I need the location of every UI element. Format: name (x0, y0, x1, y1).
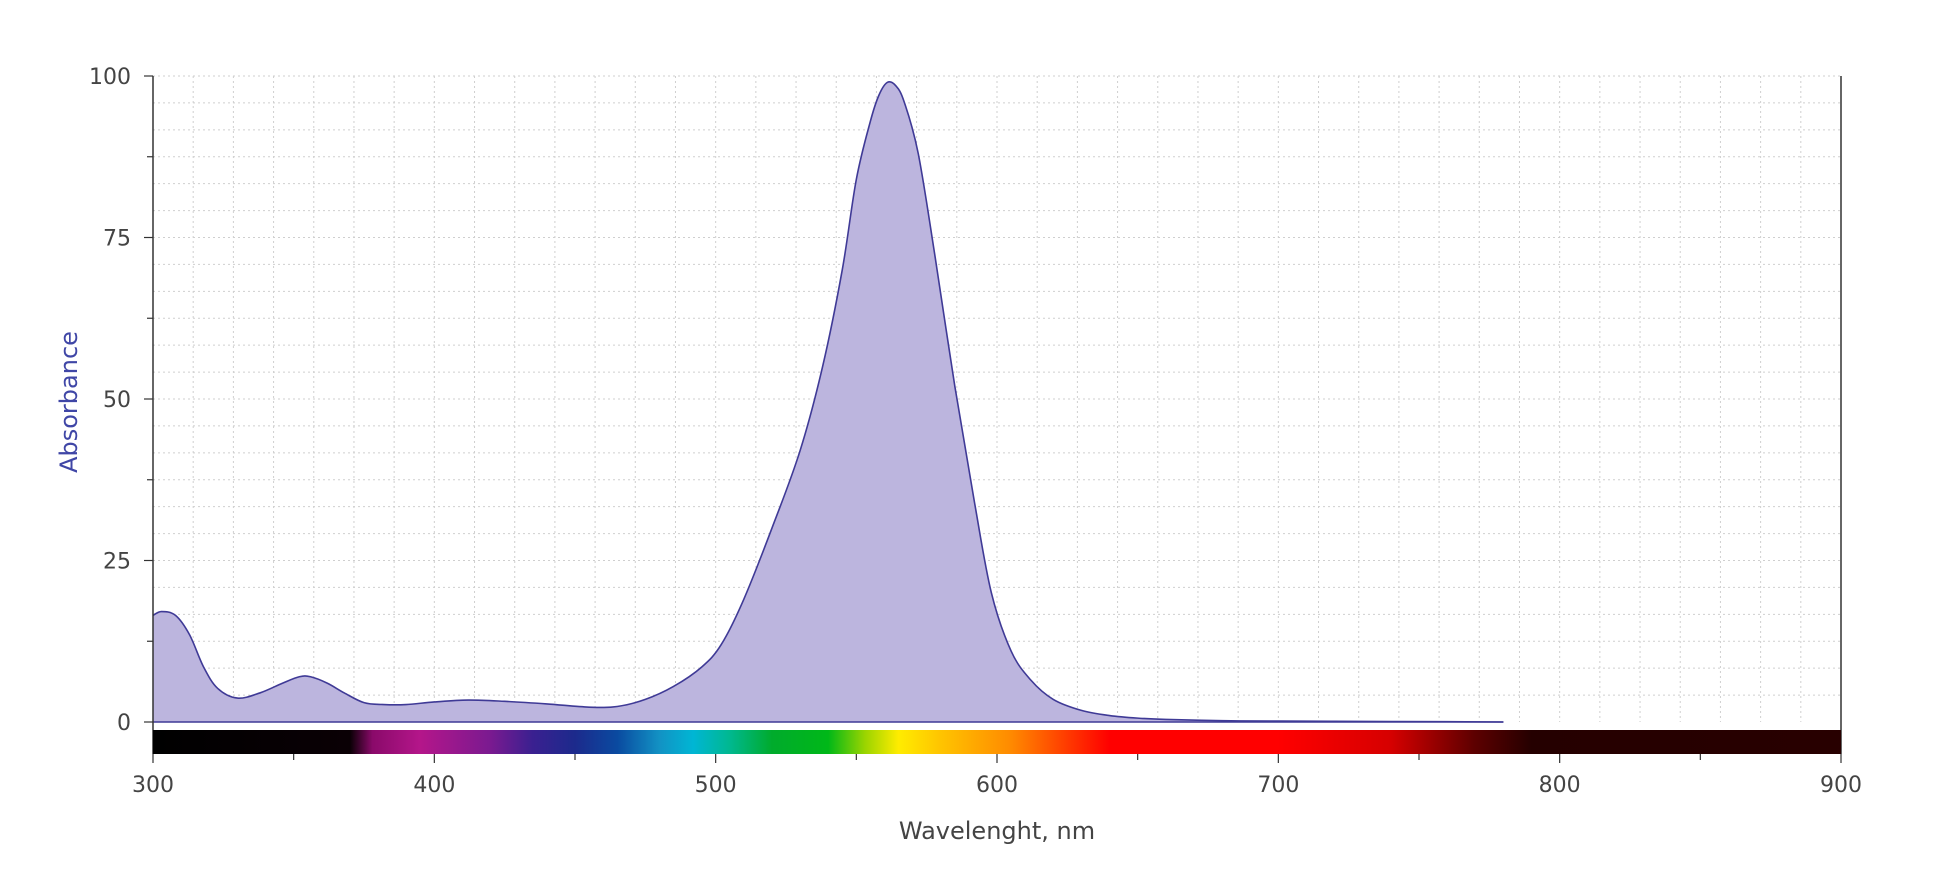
visible-spectrum-bar (153, 730, 1841, 754)
x-tick-label: 900 (1820, 773, 1862, 798)
grid (153, 75, 1841, 722)
y-tick-label: 25 (103, 550, 131, 575)
y-tick-label: 0 (117, 711, 131, 736)
x-tick-label: 400 (413, 773, 455, 798)
tick-labels: 0 25 50 75 100 300 400 500 600 700 800 900 (89, 65, 1862, 798)
series-area (152, 81, 1504, 723)
x-tick-label: 800 (1539, 773, 1581, 798)
y-tick-label: 75 (103, 227, 131, 252)
y-tick-label: 50 (103, 388, 131, 413)
absorbance-area-fill (153, 81, 1504, 722)
x-tick-label: 700 (1257, 773, 1299, 798)
absorbance-series-line (152, 81, 1504, 723)
y-tick-label: 100 (89, 65, 131, 90)
y-axis-title: Absorbance (55, 331, 83, 473)
x-tick-label: 300 (132, 773, 174, 798)
x-tick-label: 600 (976, 773, 1018, 798)
x-tick-label: 500 (695, 773, 737, 798)
x-axis-title: Wavelenght, nm (899, 817, 1095, 845)
spectrum-bar (153, 730, 1841, 754)
